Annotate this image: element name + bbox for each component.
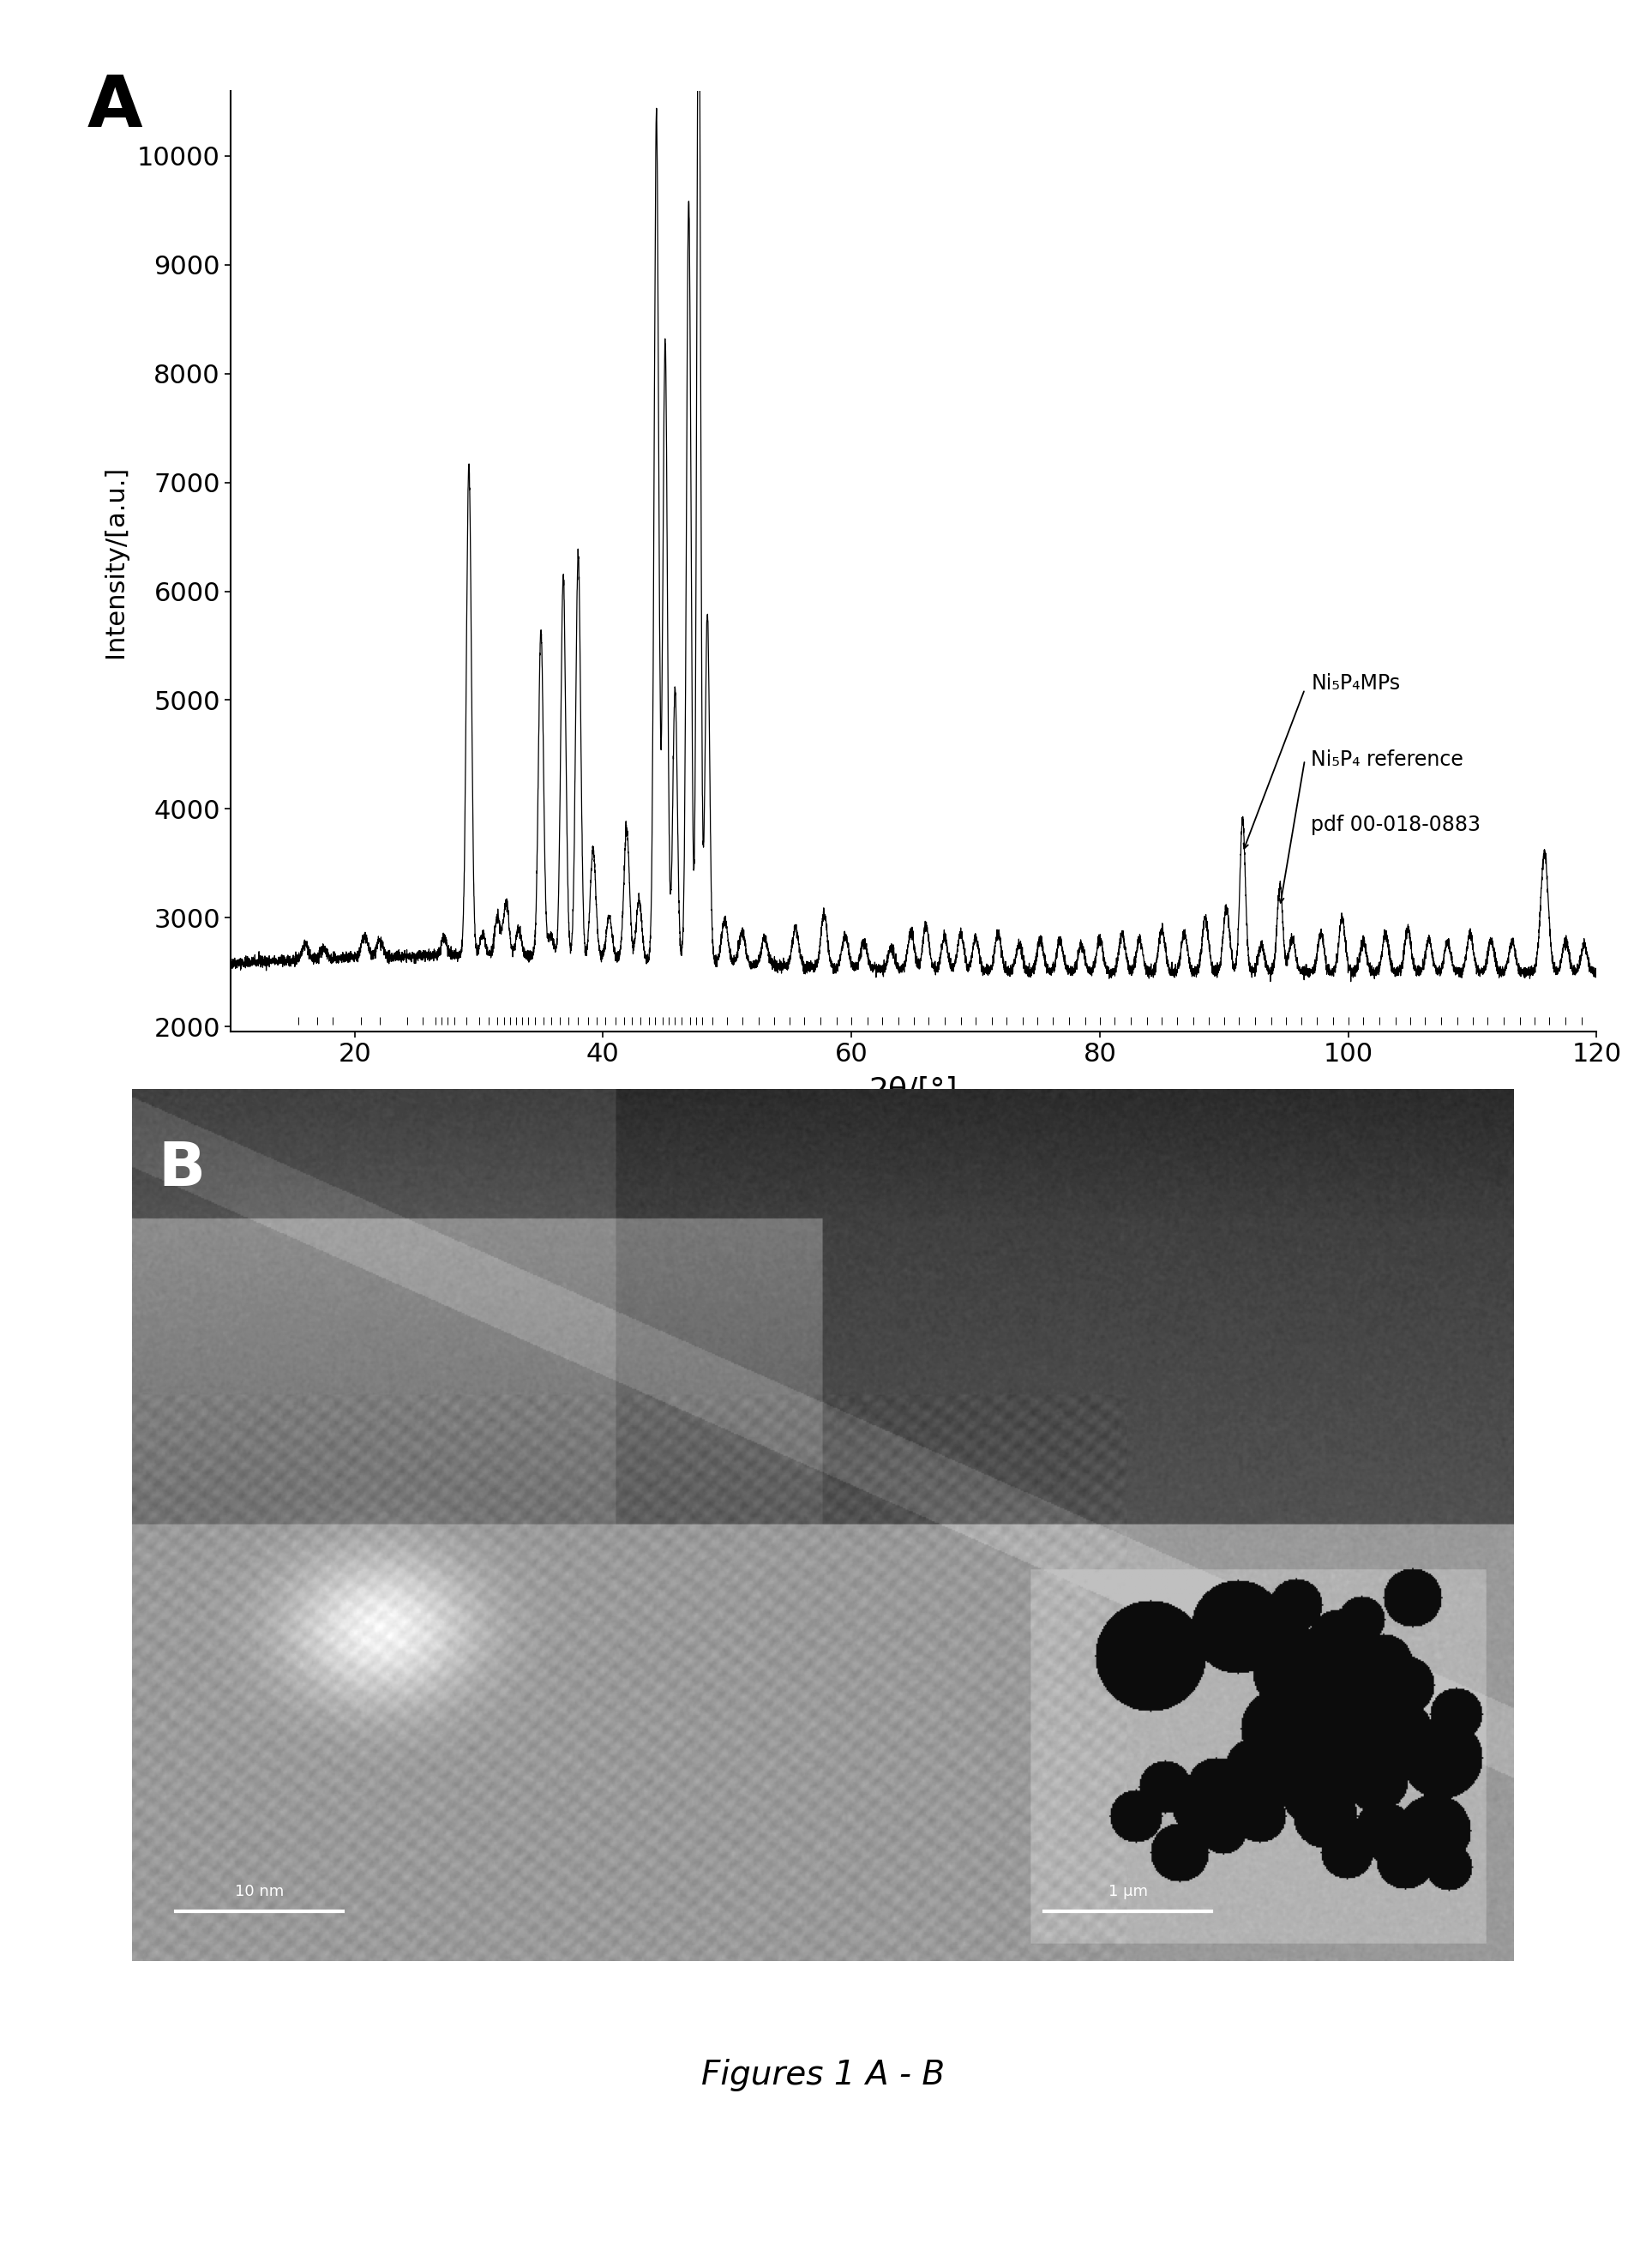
Text: 1 μm: 1 μm — [1108, 1885, 1147, 1898]
X-axis label: 2θ/[°]: 2θ/[°] — [869, 1077, 958, 1105]
Text: A: A — [87, 73, 142, 141]
Text: Ni₅P₄MPs: Ni₅P₄MPs — [1310, 674, 1401, 694]
Y-axis label: Intensity/[a.u.]: Intensity/[a.u.] — [104, 465, 128, 658]
Text: Figures 1 A - B: Figures 1 A - B — [701, 2059, 945, 2091]
Text: Ni₅P₄ reference: Ni₅P₄ reference — [1310, 751, 1463, 771]
Text: pdf 00-018-0883: pdf 00-018-0883 — [1310, 814, 1481, 835]
Text: B: B — [158, 1139, 206, 1200]
Text: 10 nm: 10 nm — [234, 1885, 283, 1898]
